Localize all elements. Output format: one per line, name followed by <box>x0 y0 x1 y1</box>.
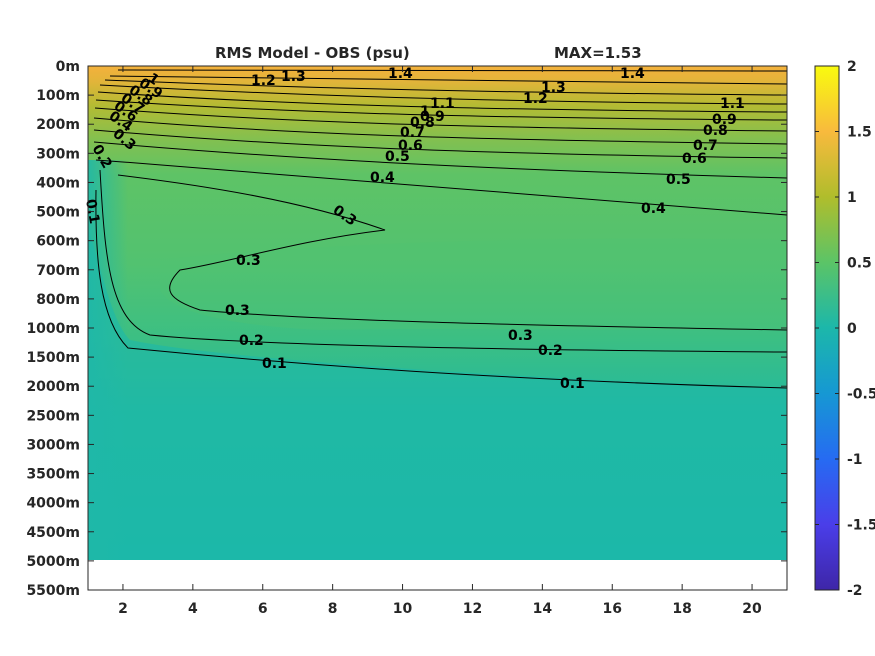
colorbar-ticks: 2 1.5 1 0.5 0 -0.5 -1 -1.5 -2 <box>815 59 875 599</box>
x-tick-label: 8 <box>328 601 338 617</box>
y-axis: 0m100m200m300m400m500m600m700m800m1000m1… <box>26 59 787 599</box>
contour-label: 1.2 <box>251 73 276 89</box>
y-tick-label: 1500m <box>26 350 80 366</box>
y-tick-label: 600m <box>36 234 80 250</box>
contour-label: 0.6 <box>682 151 707 167</box>
contour-line-0.6 <box>93 129 788 159</box>
chart-title: RMS Model - OBS (psu) <box>215 44 410 62</box>
x-tick-label: 16 <box>603 601 622 617</box>
contour-label: 0.3 <box>508 328 533 344</box>
contour-label: 1.4 <box>620 66 645 82</box>
x-tick-label: 2 <box>118 601 128 617</box>
contour-label: 0.6 <box>398 138 423 154</box>
contour-label: 0.1 <box>560 376 585 392</box>
contour-label: 0.5 <box>385 149 410 165</box>
contour-label: 0.9 <box>712 112 737 128</box>
y-tick-label: 5000m <box>26 554 80 570</box>
colorbar-tick-label: 0.5 <box>847 256 872 272</box>
y-tick-label: 400m <box>36 175 80 191</box>
contour-label: 0.2 <box>239 333 264 349</box>
contour-label: 0.4 <box>641 201 666 217</box>
x-tick-label: 14 <box>533 601 553 617</box>
contour-label: 1.1 <box>430 96 455 112</box>
contour-line-1.1 <box>99 84 788 105</box>
contour-line-0.8 <box>94 107 788 132</box>
contour-label: 0.7 <box>400 125 425 141</box>
y-tick-label: 4500m <box>26 525 80 541</box>
contour-label: 1.3 <box>281 69 306 85</box>
y-tick-label: 100m <box>36 88 80 104</box>
contour-label: 1.3 <box>541 80 566 96</box>
contour-line-1.2 <box>104 79 788 96</box>
contour-label: 0.8 <box>703 123 728 139</box>
y-tick-label: 800m <box>36 292 80 308</box>
y-tick-label: 2500m <box>26 408 80 424</box>
colorbar-tick-label: -1 <box>847 452 863 468</box>
contour-label: 0.1 <box>262 356 287 372</box>
contour-line-0.5 <box>93 141 788 179</box>
colorbar-tick-label: 0 <box>847 321 857 337</box>
x-tick-label: 20 <box>742 601 762 617</box>
colorbar-tick-label: 1 <box>847 190 857 206</box>
x-tick-label: 6 <box>258 601 268 617</box>
contour-label: 1.2 <box>523 91 548 107</box>
contour-line-0.7 <box>93 117 788 145</box>
y-tick-label: 0m <box>56 59 80 75</box>
y-tick-label: 5500m <box>26 583 80 599</box>
contour-label: 0.3 <box>225 303 250 319</box>
contour-line-0.9 <box>95 99 788 121</box>
contour-label: 1 <box>420 104 430 120</box>
y-tick-label: 3500m <box>26 467 80 483</box>
contour-label: 0.4 <box>370 170 395 186</box>
contour-label: 0.8 <box>410 115 435 131</box>
x-axis: 2 4 6 8 10 12 14 16 18 20 <box>118 66 762 617</box>
contour-label: 0.3 <box>236 253 261 269</box>
x-tick-label: 4 <box>188 601 198 617</box>
contour-line-0.2 <box>99 169 788 353</box>
y-tick-label: 500m <box>36 205 80 221</box>
x-tick-label: 10 <box>393 601 413 617</box>
contour-line-1 <box>97 91 788 113</box>
y-tick-label: 2000m <box>26 379 80 395</box>
field-mid-region <box>160 238 787 330</box>
contour-line-0.1 <box>95 189 788 389</box>
colorbar-tick-label: 1.5 <box>847 125 872 141</box>
y-tick-label: 1000m <box>26 321 80 337</box>
chart-max-label: MAX=1.53 <box>554 44 642 62</box>
contour-label: 0.2 <box>538 343 563 359</box>
heatmap-field <box>88 66 787 590</box>
colorbar-tick-label: -0.5 <box>847 387 875 403</box>
field-white-gap <box>88 561 787 590</box>
y-tick-label: 4000m <box>26 496 80 512</box>
x-tick-label: 18 <box>672 601 691 617</box>
y-tick-label: 3000m <box>26 437 80 453</box>
field-deep-region <box>88 230 787 560</box>
field-left-edge <box>88 160 128 560</box>
y-tick-label: 200m <box>36 117 80 133</box>
contour-line-0.3 <box>117 174 788 331</box>
colorbar-tick-label: -2 <box>847 583 863 599</box>
colorbar-tick-label: 2 <box>847 59 857 75</box>
y-tick-label: 700m <box>36 263 80 279</box>
x-tick-label: 12 <box>463 601 482 617</box>
colorbar: 2 1.5 1 0.5 0 -0.5 -1 -1.5 -2 <box>814 59 875 599</box>
colorbar-tick-label: -1.5 <box>847 518 875 534</box>
y-tick-label: 300m <box>36 146 80 162</box>
contour-labels: 1.4 1.4 1.3 1.3 1.2 1.2 1.1 1.1 1 1 0.9 … <box>82 66 745 392</box>
contour-label: 1.1 <box>720 96 745 112</box>
contour-label: 1.4 <box>388 66 413 82</box>
contour-label: 0.9 <box>420 109 445 125</box>
contour-label: 0.5 <box>666 172 691 188</box>
contour-label: 0.7 <box>693 138 718 154</box>
